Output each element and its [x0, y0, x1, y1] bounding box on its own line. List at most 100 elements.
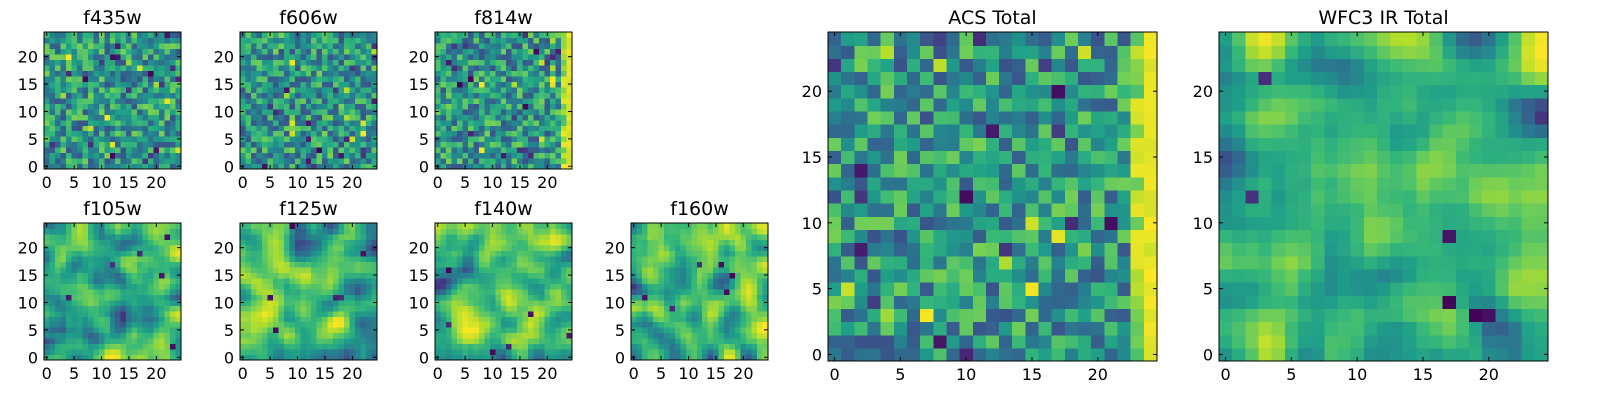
heatmap-cell	[1064, 347, 1079, 362]
heatmap-cell	[294, 92, 301, 99]
heatmap-cell	[473, 354, 480, 361]
heatmap-cell	[76, 233, 83, 241]
heatmap-cell	[261, 283, 268, 290]
heatmap-cell	[757, 272, 764, 279]
heatmap-cell	[555, 158, 562, 165]
heatmap-cell	[93, 163, 100, 170]
heatmap-cell	[261, 119, 268, 126]
heatmap-cell	[65, 305, 72, 312]
heatmap-cell	[435, 294, 442, 301]
heatmap-cell	[495, 163, 502, 170]
heatmap-cell	[539, 277, 546, 284]
heatmap-cell	[511, 228, 518, 235]
heatmap-cell	[131, 119, 138, 126]
heatmap-cell	[500, 316, 507, 323]
heatmap-cell	[360, 349, 367, 356]
heatmap-cell	[175, 114, 182, 121]
heatmap-cell	[267, 255, 274, 262]
heatmap-cell	[456, 327, 463, 334]
heatmap-cell	[500, 141, 507, 148]
y-tick-label: 20	[214, 239, 234, 258]
x-tick-label: 15	[119, 173, 139, 192]
heatmap-cell	[511, 163, 518, 170]
heatmap-cell	[311, 233, 318, 241]
heatmap-cell	[757, 321, 764, 328]
heatmap-cell	[240, 288, 247, 295]
heatmap-cell	[371, 141, 378, 148]
heatmap-cell	[696, 354, 703, 361]
heatmap-cell	[828, 163, 842, 178]
heatmap-cell	[82, 70, 89, 77]
heatmap-cell	[757, 266, 764, 273]
heatmap-cell	[528, 288, 535, 295]
heatmap-cell	[445, 244, 453, 251]
heatmap-cell	[82, 64, 89, 71]
heatmap-cell	[49, 48, 56, 55]
heatmap-cell	[566, 130, 573, 137]
heatmap-cell	[65, 316, 72, 323]
heatmap-cell	[1117, 242, 1132, 257]
heatmap-cell	[680, 321, 687, 328]
heatmap-cell	[680, 332, 687, 339]
heatmap-cell	[175, 42, 182, 50]
heatmap-cell	[674, 233, 681, 241]
heatmap-cell	[104, 321, 111, 328]
heatmap-cell	[647, 305, 654, 312]
heatmap-cell	[54, 316, 62, 323]
heatmap-cell	[517, 261, 524, 268]
heatmap-cell	[467, 103, 474, 110]
heatmap-cell	[652, 233, 659, 241]
heatmap-cell	[631, 250, 638, 257]
heatmap-cell	[445, 103, 453, 110]
heatmap-cell	[240, 119, 247, 126]
heatmap-cell	[170, 141, 177, 148]
heatmap-cell	[65, 86, 72, 93]
heatmap-cell	[305, 316, 312, 323]
heatmap-cell	[87, 316, 94, 323]
heatmap-cell	[550, 114, 557, 121]
heatmap-cell	[170, 97, 177, 104]
heatmap-cell	[647, 294, 654, 301]
heatmap-cell	[126, 349, 133, 356]
heatmap-cell	[533, 255, 540, 262]
heatmap-cells	[435, 223, 573, 361]
heatmap-cell	[636, 332, 643, 339]
heatmap-cell	[467, 343, 474, 350]
heatmap-cell	[360, 75, 367, 82]
heatmap-cell	[109, 37, 116, 44]
heatmap-cell	[240, 130, 247, 137]
heatmap-cell	[305, 81, 312, 88]
heatmap-cell	[82, 343, 89, 350]
heatmap-cell	[484, 75, 491, 82]
heatmap-cell	[261, 250, 268, 257]
heatmap-cell	[544, 158, 551, 165]
heatmap-cell	[467, 228, 474, 235]
heatmap-cell	[484, 332, 491, 339]
heatmap-cell	[300, 147, 307, 154]
heatmap-cell	[484, 136, 491, 143]
heatmap-cell	[544, 152, 551, 159]
heatmap-cell	[702, 233, 709, 241]
heatmap-cell	[550, 288, 557, 295]
heatmap-cell	[87, 277, 94, 284]
heatmap-cell	[283, 125, 290, 132]
heatmap-cell	[60, 354, 67, 361]
heatmap-cell	[137, 32, 144, 39]
heatmap-cell	[440, 288, 447, 295]
heatmap-cell	[451, 119, 458, 126]
heatmap-cell	[729, 321, 736, 328]
heatmap-cell	[467, 158, 474, 165]
heatmap-cell	[478, 299, 485, 306]
heatmap-cell	[355, 294, 362, 301]
heatmap-cell	[153, 233, 160, 241]
heatmap-cell	[707, 228, 714, 235]
heatmap-cell	[757, 223, 764, 230]
heatmap-cell	[109, 310, 116, 317]
heatmap-cell	[495, 70, 502, 77]
heatmap-cell	[300, 349, 307, 356]
heatmap-cell	[98, 250, 105, 257]
heatmap-cell	[278, 244, 285, 251]
heatmap-cell	[445, 250, 453, 257]
heatmap-cell	[159, 59, 166, 66]
heatmap-cell	[561, 147, 568, 154]
